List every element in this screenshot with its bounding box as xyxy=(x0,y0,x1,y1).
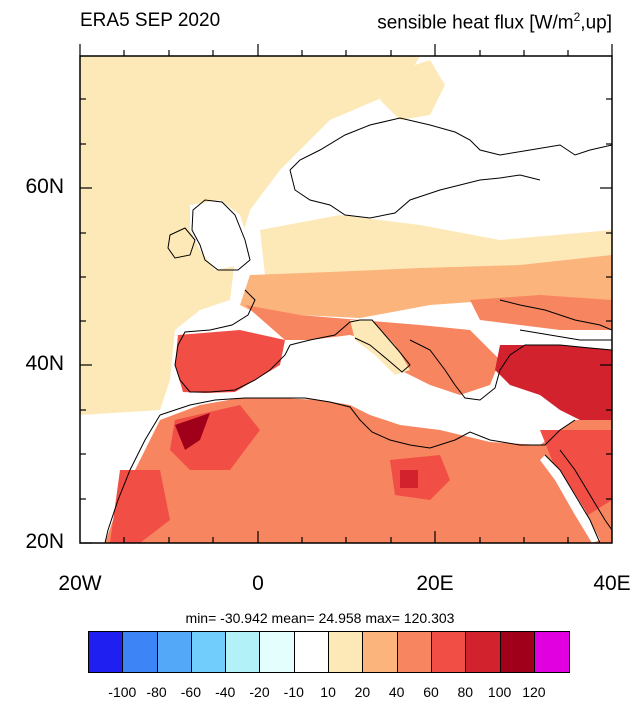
colorbar-box-1 xyxy=(123,632,158,672)
colorbar-label: 60 xyxy=(423,684,439,700)
colorbar-label: 10 xyxy=(320,684,336,700)
plot-title-right: sensible heat flux [W/m2,up] xyxy=(377,10,612,34)
colorbar-label: -40 xyxy=(215,684,236,700)
ireland-coast xyxy=(167,227,196,259)
colorbar-label: -10 xyxy=(283,684,304,700)
great-britain-coast xyxy=(191,199,251,271)
colorbar-label: -60 xyxy=(180,684,202,700)
scandinavia-zone xyxy=(300,125,480,215)
scandinavia-north-coast xyxy=(289,117,612,171)
colorbar-labels: -100 -80 -60 -40 -20 -10 10 20 40 60 80 100 120 xyxy=(0,684,640,704)
lon-label-40e: 40E xyxy=(593,572,631,595)
colorbar-label: 120 xyxy=(522,684,546,700)
colorbar-box-4 xyxy=(226,632,261,672)
black-sea-north-coast xyxy=(499,299,612,331)
mediterranean-sea xyxy=(235,365,560,440)
libya-peak-flux xyxy=(400,470,418,488)
italy-coast xyxy=(289,319,411,373)
colorbar-box-11 xyxy=(466,632,501,672)
field-statistics: min= -30.942 mean= 24.958 max= 120.303 xyxy=(185,610,455,626)
balkans-turkey-coast xyxy=(409,339,612,401)
italy-zone xyxy=(350,320,410,375)
title-right-tail: ,up] xyxy=(580,12,612,34)
lat-ticks xyxy=(80,98,612,544)
black-sea-rim-flux xyxy=(470,295,612,330)
colorbar xyxy=(88,631,571,673)
colorbar-box-6 xyxy=(294,632,330,672)
colorbar-label: 40 xyxy=(388,684,405,700)
red-sea xyxy=(540,455,600,543)
lat-label-60n: 60N xyxy=(25,175,64,198)
colorbar-label: 20 xyxy=(354,684,371,700)
colorbar-box-10 xyxy=(431,632,467,672)
iberia-high-flux xyxy=(175,330,285,393)
colorbar-box-12 xyxy=(500,632,535,672)
colorbar-box-3 xyxy=(191,632,227,672)
colorbar-box-9 xyxy=(397,632,432,672)
map-panel xyxy=(79,44,613,544)
atlas-peak-flux xyxy=(175,413,210,450)
atlantic-low-flux-zone xyxy=(80,56,420,415)
red-sea-west-coast xyxy=(544,454,601,543)
iberia-coast xyxy=(174,289,291,393)
title-right-sup: 2 xyxy=(573,10,581,24)
heat-flux-field xyxy=(80,56,612,543)
arabia-flux xyxy=(540,430,612,520)
baltic-coast xyxy=(289,169,541,219)
colorbar-label: -20 xyxy=(249,684,270,700)
western-sahara-flux xyxy=(110,470,170,543)
north-africa-coast xyxy=(159,397,576,449)
libya-high-flux xyxy=(390,455,450,500)
colorbar-box-13 xyxy=(534,632,570,672)
lon-label-0: 0 xyxy=(252,572,264,595)
colorbar-box-7 xyxy=(329,632,364,672)
lat-label-20n: 20N xyxy=(25,530,64,553)
title-right-main: sensible heat flux [W/m xyxy=(377,12,574,34)
colorbar-label: -80 xyxy=(146,684,167,700)
colorbar-box-5 xyxy=(260,632,295,672)
coastlines xyxy=(104,117,612,543)
lon-label-20w: 20W xyxy=(58,572,102,595)
colorbar-label: 100 xyxy=(487,684,512,700)
colorbar-box-2 xyxy=(157,632,192,672)
west-africa-coast xyxy=(104,414,161,543)
colorbar-box-0 xyxy=(89,632,124,672)
colorbar-box-8 xyxy=(363,632,398,672)
central-europe-low-flux xyxy=(260,215,612,275)
black-sea-south-coast xyxy=(519,329,612,341)
norwegian-sea-patch xyxy=(380,60,445,120)
colorbar-label: 80 xyxy=(457,684,474,700)
lon-label-20e: 20E xyxy=(416,572,454,595)
plot-title-left: ERA5 SEP 2020 xyxy=(80,10,221,31)
anatolia-high-flux xyxy=(495,345,612,420)
colorbar-label: -100 xyxy=(108,684,137,700)
british-isles-zone xyxy=(190,200,250,270)
arctic-zone xyxy=(420,56,612,150)
red-sea-east-coast xyxy=(559,449,612,531)
mediterranean-north-flux xyxy=(245,305,500,395)
lat-label-40n: 40N xyxy=(25,352,64,375)
lon-ticks xyxy=(79,44,613,543)
